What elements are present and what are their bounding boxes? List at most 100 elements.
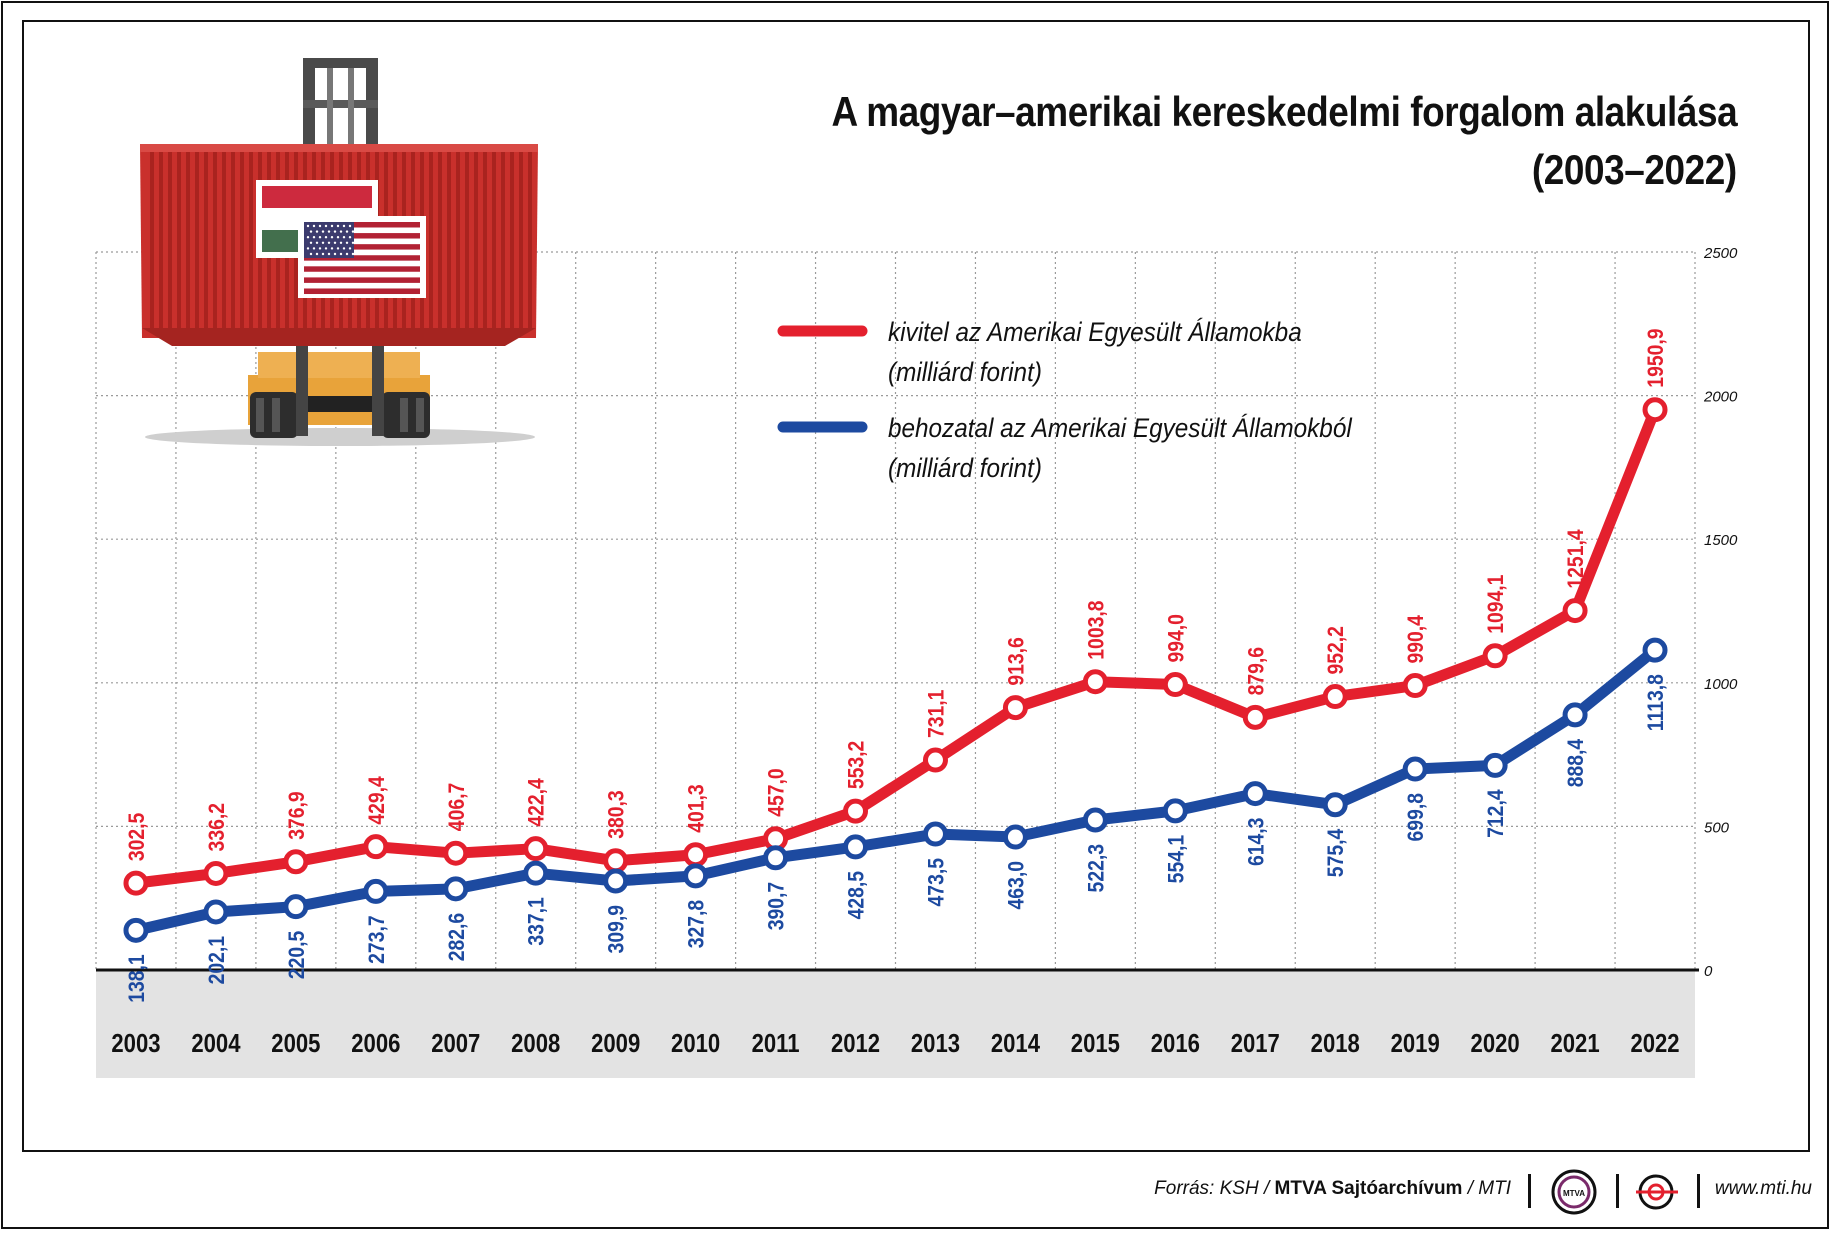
import-data-label: 699,8 xyxy=(1404,793,1428,841)
x-tick-label: 2003 xyxy=(111,1029,160,1058)
x-tick-label: 2013 xyxy=(911,1029,960,1058)
x-tick-label: 2018 xyxy=(1311,1029,1360,1058)
export-data-label: 994,0 xyxy=(1164,614,1188,662)
footer-divider xyxy=(1528,1174,1531,1208)
y-tick-label: 1500 xyxy=(1704,532,1738,549)
import-data-point xyxy=(683,863,709,889)
x-axis-band xyxy=(96,970,1695,1078)
export-data-point xyxy=(1322,684,1348,710)
import-data-label: 712,4 xyxy=(1484,789,1508,838)
export-data-point xyxy=(1402,673,1428,699)
x-tick-label: 2022 xyxy=(1630,1029,1679,1058)
import-data-label: 282,6 xyxy=(445,913,469,961)
export-data-label: 1950,9 xyxy=(1644,328,1668,387)
container-forklift-illustration xyxy=(140,58,538,446)
export-data-point xyxy=(1162,672,1188,698)
export-data-point xyxy=(363,834,389,860)
export-data-point xyxy=(123,870,149,896)
import-series-line xyxy=(130,644,1661,936)
website-link[interactable]: www.mti.hu xyxy=(1714,1178,1812,1199)
x-tick-label: 2005 xyxy=(271,1029,320,1058)
chart-frame xyxy=(22,20,1810,1152)
import-data-label: 390,7 xyxy=(764,882,788,930)
x-tick-label: 2016 xyxy=(1151,1029,1200,1058)
export-data-label: 990,4 xyxy=(1404,615,1428,664)
footer-divider xyxy=(1616,1174,1619,1208)
import-data-point xyxy=(1402,756,1428,782)
import-data-label: 220,5 xyxy=(285,931,309,979)
export-data-label: 913,6 xyxy=(1004,637,1028,685)
y-tick-label: 2000 xyxy=(1703,389,1738,406)
export-data-label: 457,0 xyxy=(764,768,788,816)
export-data-label: 336,2 xyxy=(205,803,229,851)
import-data-label: 1113,8 xyxy=(1644,674,1668,731)
mtva-logo-icon: MTVA xyxy=(1551,1169,1597,1215)
export-data-label: 731,1 xyxy=(924,690,948,738)
export-data-point xyxy=(1562,598,1588,624)
legend-export-label: kivitel az Amerikai Egyesült Államokba xyxy=(888,317,1302,347)
import-data-point xyxy=(1482,752,1508,778)
source-credit: Forrás: KSH / MTVA Sajtóarchívum / MTI xyxy=(1154,1178,1511,1200)
x-tick-label: 2010 xyxy=(671,1029,720,1058)
y-tick-label: 2500 xyxy=(1703,245,1738,262)
y-tick-label: 1000 xyxy=(1704,676,1738,693)
us-flag-icon xyxy=(298,216,426,298)
export-data-point xyxy=(1002,695,1028,721)
import-data-point xyxy=(922,821,948,847)
export-data-label: 302,5 xyxy=(125,813,149,861)
legend-export-unit: (milliárd forint) xyxy=(888,357,1042,387)
import-data-point xyxy=(1562,702,1588,728)
chart-title-line2: (2003–2022) xyxy=(1532,146,1737,193)
import-data-label: 614,3 xyxy=(1244,818,1268,866)
import-data-label: 309,9 xyxy=(605,905,629,953)
x-tick-label: 2017 xyxy=(1231,1029,1280,1058)
export-data-label: 429,4 xyxy=(365,776,389,825)
export-data-label: 553,2 xyxy=(844,741,868,789)
import-data-point xyxy=(843,834,869,860)
export-data-label: 401,3 xyxy=(685,784,709,832)
export-data-label: 952,2 xyxy=(1324,626,1348,674)
x-tick-label: 2019 xyxy=(1391,1029,1440,1058)
import-data-label: 554,1 xyxy=(1164,835,1188,883)
import-data-point xyxy=(523,860,549,886)
import-data-label: 473,5 xyxy=(924,858,948,906)
y-tick-label: 500 xyxy=(1704,819,1730,836)
import-data-point xyxy=(763,845,789,871)
export-data-point xyxy=(283,849,309,875)
export-data-point xyxy=(203,860,229,886)
y-tick-label: 0 xyxy=(1704,963,1713,980)
export-data-label: 422,4 xyxy=(525,778,549,827)
import-data-point xyxy=(1322,792,1348,818)
import-data-point xyxy=(1162,798,1188,824)
export-data-label: 1094,1 xyxy=(1484,575,1508,634)
export-data-label: 376,9 xyxy=(285,791,309,839)
export-data-point xyxy=(1082,669,1108,695)
import-data-label: 463,0 xyxy=(1004,861,1028,909)
import-data-label: 428,5 xyxy=(844,871,868,919)
import-data-point xyxy=(443,876,469,902)
export-data-label: 1003,8 xyxy=(1084,600,1108,659)
export-data-point xyxy=(922,747,948,773)
export-series-line xyxy=(130,404,1661,889)
import-data-label: 575,4 xyxy=(1324,828,1348,877)
export-data-point xyxy=(603,848,629,874)
x-tick-label: 2004 xyxy=(191,1029,241,1058)
import-data-point xyxy=(1242,781,1268,807)
x-tick-label: 2011 xyxy=(752,1029,800,1058)
import-data-label: 522,3 xyxy=(1084,844,1108,892)
x-tick-label: 2014 xyxy=(991,1029,1041,1058)
footer: Forrás: KSH / MTVA Sajtóarchívum / MTI M… xyxy=(0,1169,1834,1215)
import-data-point xyxy=(123,917,149,943)
x-tick-label: 2006 xyxy=(351,1029,400,1058)
export-data-label: 380,3 xyxy=(605,790,629,838)
source-archive: MTVA Sajtóarchívum xyxy=(1274,1178,1463,1199)
export-data-point xyxy=(523,836,549,862)
x-tick-label: 2015 xyxy=(1071,1029,1120,1058)
export-data-point xyxy=(1642,397,1668,423)
export-data-point xyxy=(683,842,709,868)
import-data-label: 273,7 xyxy=(365,915,389,963)
import-data-point xyxy=(603,868,629,894)
export-data-label: 1251,4 xyxy=(1564,529,1588,589)
